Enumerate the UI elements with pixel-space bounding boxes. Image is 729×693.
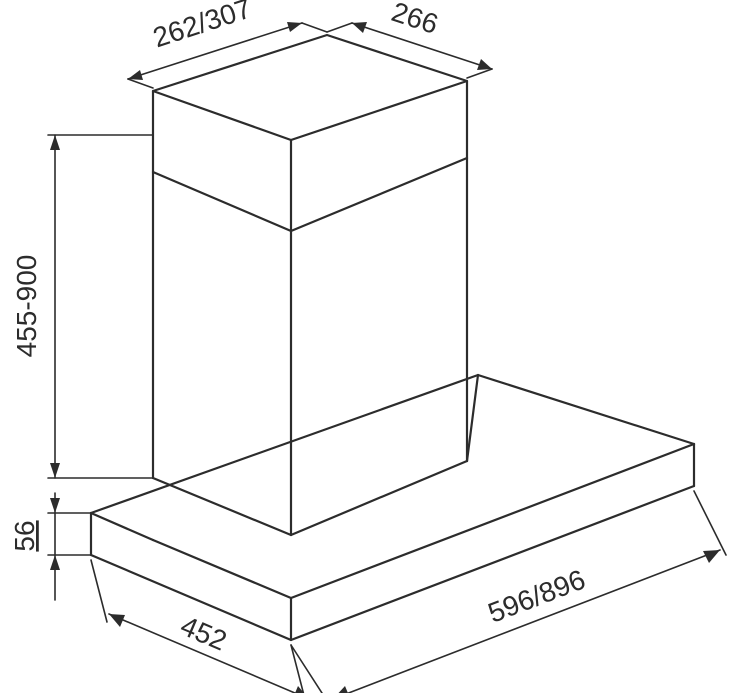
- label-height: 455-900: [11, 255, 42, 358]
- label-base-height: 56: [9, 520, 40, 551]
- label-base-width: 596/896: [484, 564, 590, 629]
- hood-base: [91, 375, 694, 640]
- label-base-depth: 452: [176, 610, 231, 657]
- dimension-drawing: 262/307 266 455-900 56 4: [0, 0, 729, 693]
- label-duct-depth: 262/307: [149, 0, 255, 53]
- chimney-duct: [153, 35, 478, 535]
- dim-duct-width: 266: [327, 0, 492, 78]
- dim-base-height: 56: [9, 493, 91, 600]
- dim-base-depth: 452: [91, 560, 309, 693]
- dim-base-width: 596/896: [291, 491, 726, 693]
- dim-height: 455-900: [11, 135, 153, 478]
- label-duct-width: 266: [388, 0, 442, 40]
